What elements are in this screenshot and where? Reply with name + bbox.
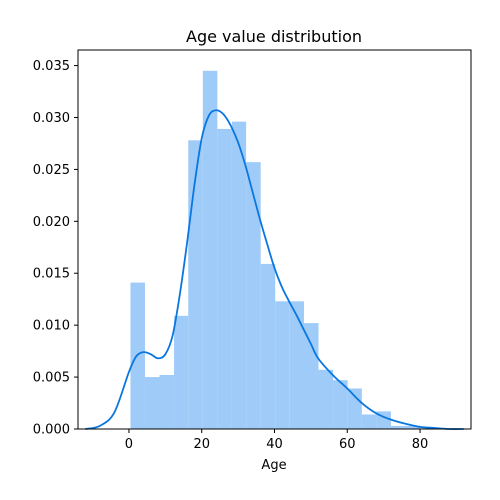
y-tick-label: 0.020	[33, 215, 70, 230]
histogram-bars	[130, 70, 421, 430]
histogram-bar	[333, 380, 348, 429]
chart-title: Age value distribution	[186, 27, 362, 46]
histogram-bar	[275, 301, 290, 429]
y-tick-label: 0.015	[33, 267, 70, 282]
histogram-bar	[231, 121, 247, 429]
kde-curve-layer	[85, 109, 464, 430]
histogram-bar	[318, 369, 334, 429]
x-tick-label: 20	[193, 437, 210, 452]
y-tick-label: 0.025	[33, 163, 70, 178]
histogram-bar	[144, 377, 160, 429]
x-axis-title: Age	[261, 458, 286, 473]
histogram-bar	[347, 388, 362, 429]
y-tick-label: 0.005	[33, 371, 70, 386]
axes: 0 20 40 60 80 0.000 0.005 0.010 0.015 0.020 0.025 0…	[33, 49, 472, 452]
histogram-bar	[188, 140, 203, 430]
y-tick-label: 0.010	[33, 319, 70, 334]
y-tick-label: 0.000	[33, 423, 70, 438]
histogram-bar	[246, 162, 261, 430]
histogram-bar	[289, 301, 304, 429]
histogram-bar	[174, 315, 189, 429]
y-tick-label: 0.035	[33, 59, 70, 74]
x-tick-label: 40	[266, 437, 283, 452]
y-tick-label: 0.030	[33, 111, 70, 126]
x-tick-label: 60	[339, 437, 356, 452]
histogram-bar	[159, 375, 175, 429]
x-tick-label: 0	[125, 437, 133, 452]
kde-line	[85, 109, 464, 430]
histogram-bar	[405, 425, 421, 429]
histogram-bar	[303, 323, 319, 429]
histogram-bar	[217, 128, 232, 429]
histogram-bar	[202, 70, 218, 429]
x-tick-label: 80	[412, 437, 429, 452]
histogram-bar	[260, 263, 276, 429]
histogram-bar	[361, 414, 377, 429]
histogram-bar	[390, 425, 406, 429]
